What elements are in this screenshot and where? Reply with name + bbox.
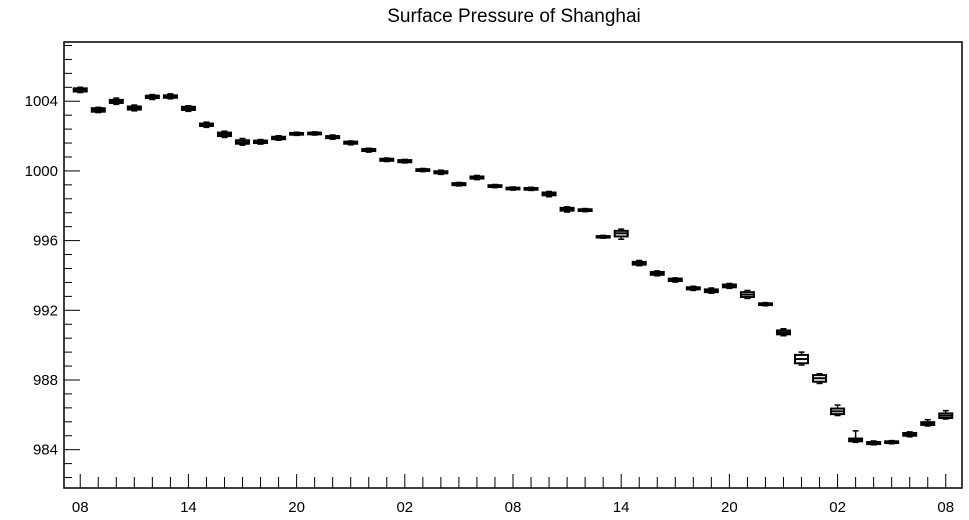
box-mark <box>595 234 611 239</box>
y-tick-label: 984 <box>33 442 58 459</box>
box-mark <box>108 97 124 106</box>
x-tick-label: 20 <box>288 499 305 516</box>
box-mark <box>631 259 647 267</box>
x-tick-label: 14 <box>180 499 197 516</box>
box-mark <box>721 282 737 290</box>
box-mark <box>902 431 918 438</box>
x-tick-label: 20 <box>721 499 738 516</box>
box-mark <box>884 439 900 445</box>
x-tick-label: 08 <box>505 499 522 516</box>
box-mark <box>739 289 755 300</box>
box-mark <box>487 183 503 189</box>
box-series <box>72 86 954 446</box>
box-mark <box>812 372 828 385</box>
y-tick-label: 1004 <box>25 93 58 110</box>
box-mark <box>289 131 305 137</box>
box-mark <box>397 158 413 164</box>
box-mark <box>126 104 142 112</box>
box-mark <box>541 190 557 198</box>
plot-frame <box>63 41 963 489</box>
box-mark <box>162 93 178 100</box>
box-mark <box>216 130 232 139</box>
x-tick-label: 08 <box>72 499 89 516</box>
box-mark <box>667 277 683 283</box>
box-mark <box>253 138 269 145</box>
box-mark <box>379 157 395 163</box>
box-mark <box>866 440 882 446</box>
box-mark <box>649 270 665 277</box>
y-tick-label: 996 <box>33 233 58 250</box>
x-tick-label: 08 <box>937 499 954 516</box>
box-mark <box>505 186 521 191</box>
x-axis: 08 14 20 02 08 14 20 02 08 <box>72 474 954 516</box>
box-mark <box>703 287 719 294</box>
x-tick-label: 14 <box>613 499 630 516</box>
box-mark <box>794 351 810 366</box>
y-axis: 984 988 992 996 1000 1004 <box>25 44 80 479</box>
box-mark <box>559 206 575 213</box>
y-tick-label: 992 <box>33 302 58 319</box>
box-mark <box>144 93 160 101</box>
box-mark <box>343 140 359 146</box>
box-mark <box>613 228 629 240</box>
box-mark <box>415 167 431 173</box>
y-tick-label: 1000 <box>25 163 58 180</box>
x-tick-label: 02 <box>396 499 413 516</box>
box-mark <box>72 86 88 94</box>
box-mark <box>90 106 106 114</box>
box-mark <box>433 169 449 176</box>
box-mark <box>577 207 593 213</box>
box-mark <box>685 285 701 292</box>
x-tick-label: 02 <box>829 499 846 516</box>
box-mark <box>271 134 287 142</box>
box-mark <box>757 301 773 307</box>
box-mark <box>469 174 485 181</box>
box-mark <box>451 181 467 187</box>
box-mark <box>920 418 936 427</box>
box-mark <box>830 404 846 417</box>
box-mark <box>307 131 323 136</box>
box-mark <box>325 134 341 140</box>
chart-title: Surface Pressure of Shanghai <box>387 6 641 27</box>
box-mark <box>180 105 196 113</box>
box-mark <box>235 137 251 146</box>
box-mark <box>775 328 791 337</box>
box-mark <box>523 186 539 192</box>
box-mark <box>848 430 864 444</box>
box-mark <box>938 409 954 420</box>
box-mark <box>198 121 214 129</box>
y-tick-label: 988 <box>33 372 58 389</box>
box-mark <box>361 147 377 153</box>
